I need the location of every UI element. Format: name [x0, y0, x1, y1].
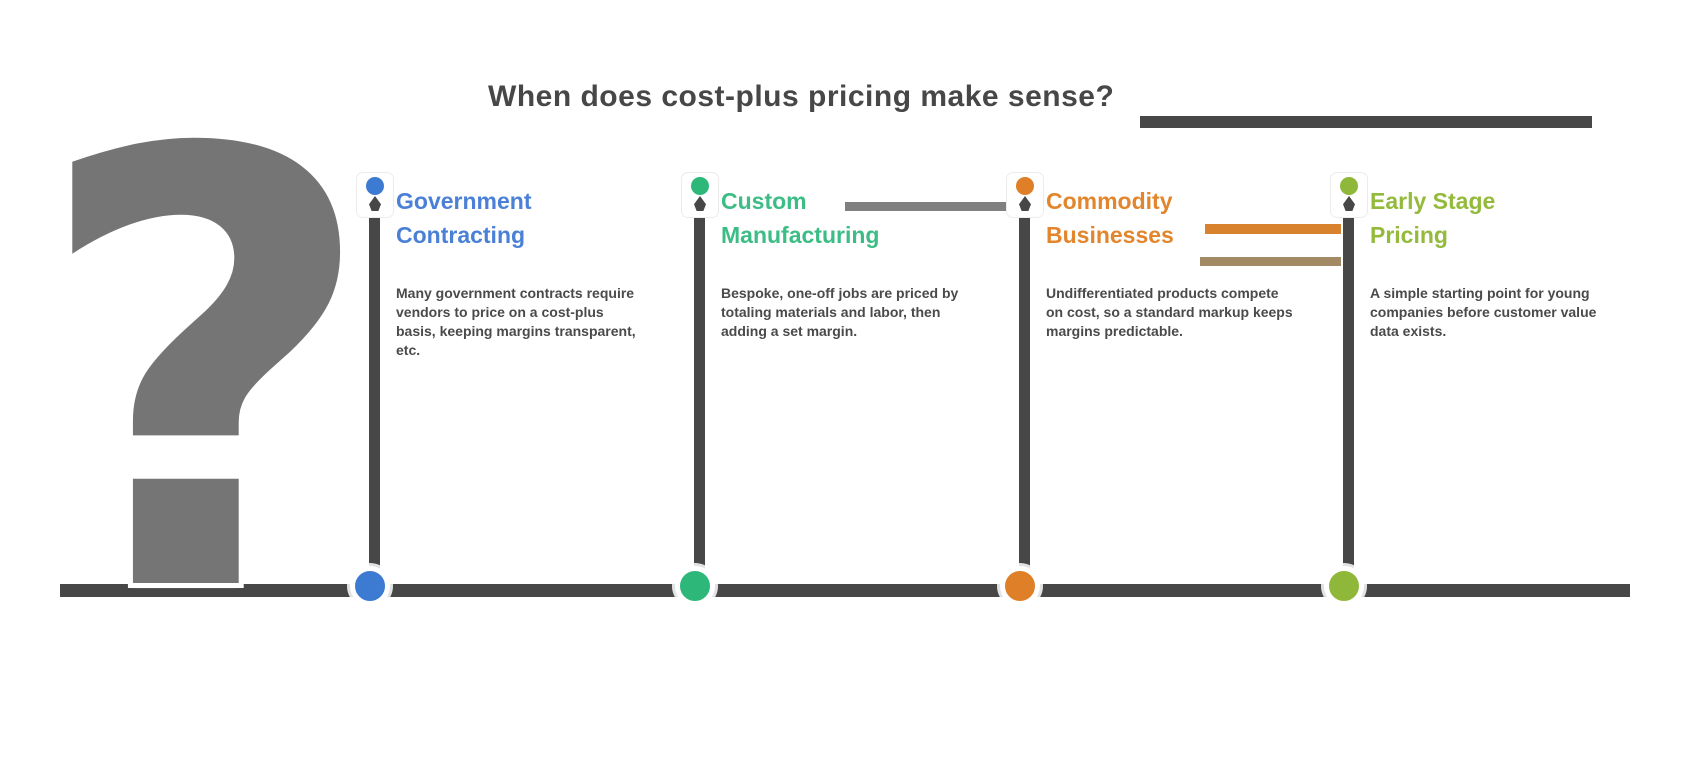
timeline-dot	[350, 566, 390, 606]
milestone-heading: Government Contracting	[396, 184, 676, 252]
heading-line-1: Early Stage	[1370, 188, 1496, 214]
connector-line-tan	[1200, 257, 1341, 266]
person-marker-icon	[1330, 172, 1368, 218]
milestone-heading: Custom Manufacturing	[721, 184, 1001, 252]
heading-line-1: Custom	[721, 188, 807, 214]
milestone-description: A simple starting point for young compan…	[1370, 285, 1597, 339]
milestone-bar	[1343, 210, 1354, 590]
person-marker-icon	[681, 172, 719, 218]
marker-head-dot	[1340, 177, 1358, 195]
timeline-dot	[1324, 566, 1364, 606]
timeline-axis	[60, 584, 1630, 597]
marker-head-dot	[691, 177, 709, 195]
marker-body-shape	[694, 196, 706, 211]
heading-line-2: Contracting	[396, 222, 526, 248]
milestone-heading: Commodity Businesses	[1046, 184, 1326, 252]
person-marker-icon	[1006, 172, 1044, 218]
heading-line-2: Manufacturing	[721, 222, 880, 248]
milestone-description: Many government contracts require vendor…	[396, 285, 636, 358]
question-mark-icon: ?	[26, 26, 384, 725]
heading-line-1: Government	[396, 188, 532, 214]
milestone-bar	[369, 210, 380, 590]
connector-line-gray	[845, 202, 1010, 211]
marker-body-shape	[1019, 196, 1031, 211]
timeline-dot	[1000, 566, 1040, 606]
marker-head-dot	[1016, 177, 1034, 195]
milestone-description: Undifferentiated products compete on cos…	[1046, 285, 1293, 339]
heading-line-1: Commodity	[1046, 188, 1173, 214]
heading-line-2: Pricing	[1370, 222, 1448, 248]
page-title: When does cost-plus pricing make sense?	[488, 80, 1115, 113]
milestone-description: Bespoke, one-off jobs are priced by tota…	[721, 285, 959, 339]
milestone-bar	[1019, 210, 1030, 590]
connector-line-orange	[1205, 224, 1341, 234]
milestone-bar	[694, 210, 705, 590]
timeline-dot	[675, 566, 715, 606]
marker-head-dot	[366, 177, 384, 195]
marker-body-shape	[1343, 196, 1355, 211]
milestone-heading: Early Stage Pricing	[1370, 184, 1650, 252]
person-marker-icon	[356, 172, 394, 218]
marker-body-shape	[369, 196, 381, 211]
title-underline-rule	[1140, 116, 1592, 128]
heading-line-2: Businesses	[1046, 222, 1174, 248]
